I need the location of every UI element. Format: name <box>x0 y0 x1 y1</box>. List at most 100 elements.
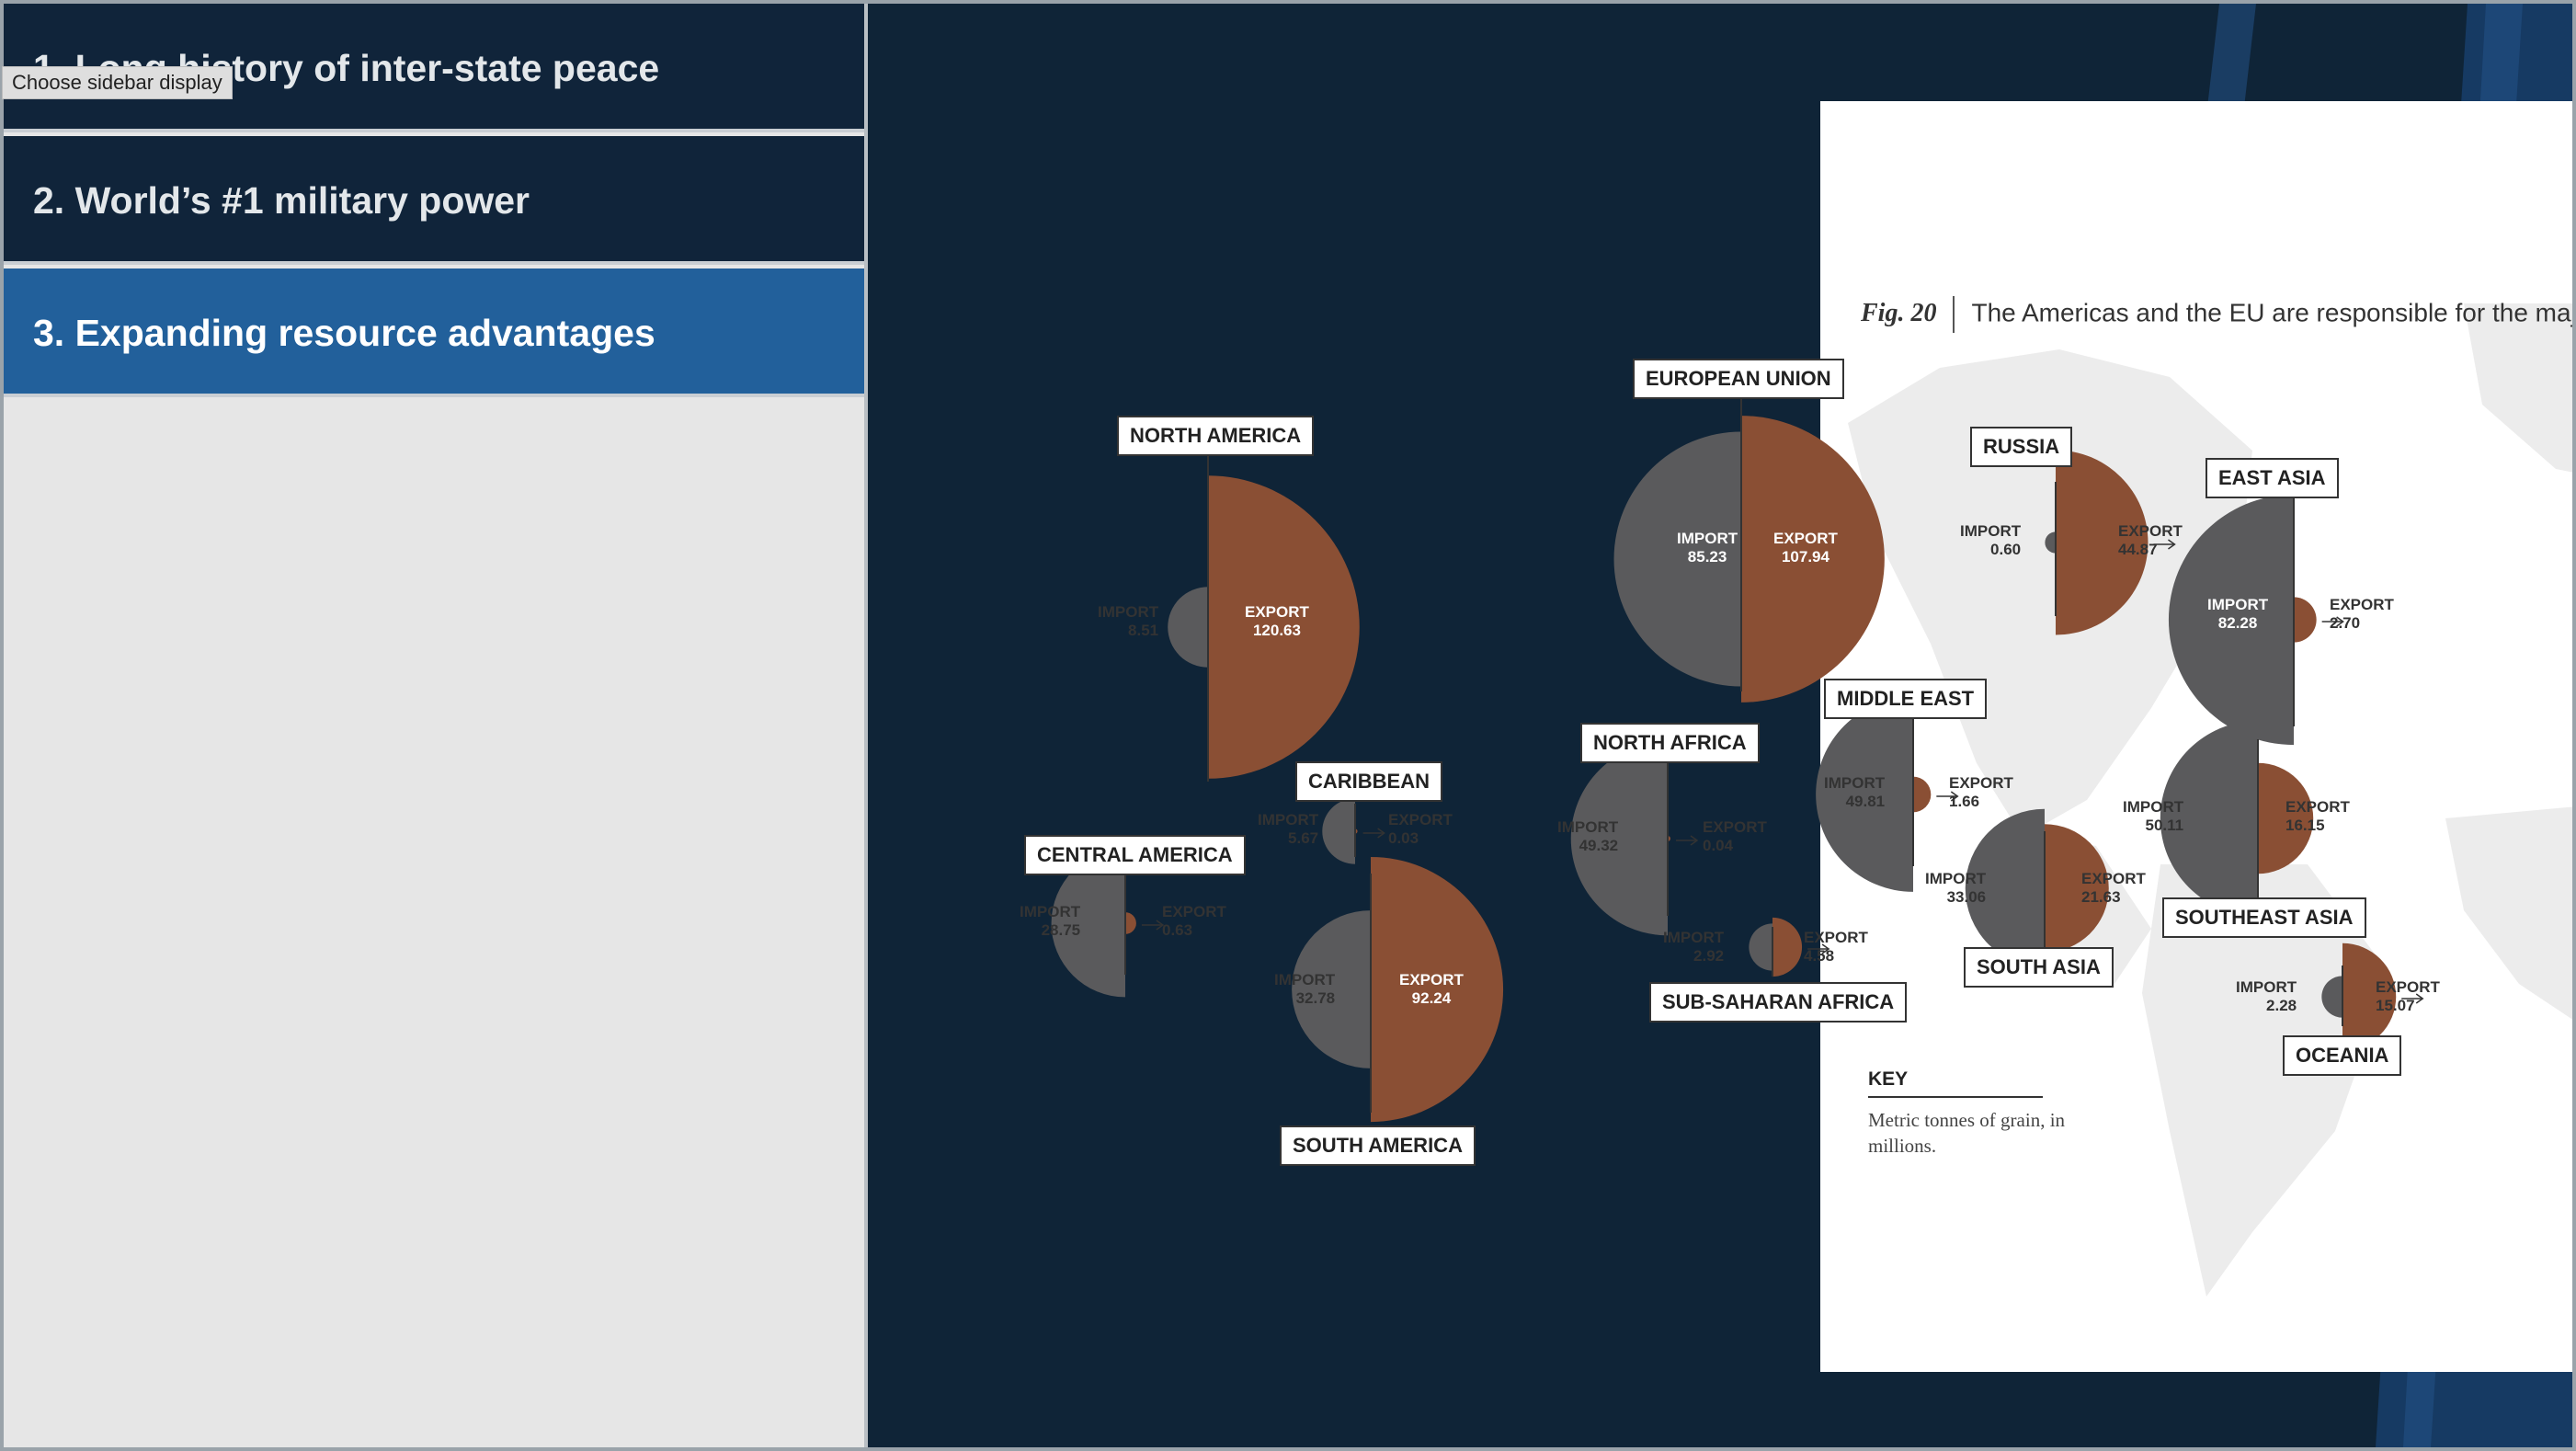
figure-caption: Fig. 20 The Americas and the EU are respo… <box>1861 296 2572 333</box>
oceania-import-label: IMPORT <box>2236 978 2297 996</box>
oceania-import-value: 2.28 <box>2266 997 2297 1014</box>
sidebar-item-resource-advantages[interactable]: 3. Expanding resource advantages <box>4 268 864 397</box>
south-america-land <box>2142 864 2390 1297</box>
south-america-export-half <box>1371 856 1504 1123</box>
middle-east-export-half <box>1913 776 1932 813</box>
south-america-import-label: IMPORT <box>1274 971 1336 988</box>
south-asia-import-label: IMPORT <box>1925 870 1987 887</box>
figure-number: Fig. 20 <box>1861 299 1937 328</box>
east-asia-import: IMPORT 82.28 <box>2207 596 2268 633</box>
sub-saharan-africa-export-label: EXPORT <box>1804 929 1868 946</box>
north-africa-export-label: EXPORT <box>1703 818 1767 836</box>
sub-saharan-africa-export-arrow-head <box>1821 943 1830 954</box>
south-america-import-half <box>1292 910 1371 1068</box>
south-asia-import-value: 33.06 <box>1946 888 1987 906</box>
russia-import-half <box>2045 531 2056 554</box>
south-asia-import: IMPORT 33.06 <box>1925 870 1986 907</box>
southeast-asia-label: SOUTHEAST ASIA <box>2162 897 2366 938</box>
east-asia-label: EAST ASIA <box>2206 458 2339 498</box>
north-america-label: NORTH AMERICA <box>1117 416 1315 456</box>
north-america-import-label: IMPORT <box>1098 603 1159 621</box>
sub-saharan-africa-export-value: 4.58 <box>1804 947 1835 965</box>
north-america-export-half <box>1208 475 1360 779</box>
central-america-export-half <box>1125 912 1136 934</box>
south-asia-export-label: EXPORT <box>2081 870 2146 887</box>
central-america-import: IMPORT 28.75 <box>1020 903 1080 940</box>
east-asia-import-label: IMPORT <box>2207 596 2269 613</box>
north-africa-export: EXPORT 0.04 <box>1703 818 1767 855</box>
north-america-import-half <box>1168 587 1208 668</box>
figure-card <box>1820 101 2572 1372</box>
european-union-export: EXPORT 107.94 <box>1773 530 1838 566</box>
south-asia-import-half <box>1965 808 2045 968</box>
middle-east-import-value: 49.81 <box>1845 793 1886 810</box>
africa-land <box>2445 806 2572 1020</box>
southeast-asia-import: IMPORT 50.11 <box>2123 798 2183 835</box>
east-asia-import-value: 82.28 <box>2217 614 2258 632</box>
southeast-asia-export-label: EXPORT <box>2285 798 2350 816</box>
central-america-import-value: 28.75 <box>1041 921 1081 939</box>
middle-east-export-label: EXPORT <box>1949 774 2013 792</box>
caribbean-export-value: 0.03 <box>1388 829 1419 847</box>
european-union-import: IMPORT 85.23 <box>1677 530 1738 566</box>
central-america-export-value: 0.63 <box>1162 921 1193 939</box>
southeast-asia-import-half <box>2160 720 2258 917</box>
russia-label: RUSSIA <box>1970 427 2073 467</box>
middle-east-import: IMPORT 49.81 <box>1824 774 1885 811</box>
north-africa-label: NORTH AFRICA <box>1580 723 1760 763</box>
north-america-land <box>1848 349 2252 837</box>
sub-saharan-africa-import-value: 2.92 <box>1693 947 1725 965</box>
sub-saharan-africa-label: SUB-SAHARAN AFRICA <box>1649 982 1908 1023</box>
middle-east-import-label: IMPORT <box>1824 774 1886 792</box>
east-asia-import-half <box>2168 494 2294 746</box>
east-asia-export-value: 2.70 <box>2330 614 2361 632</box>
caption-divider <box>1953 296 1955 333</box>
middle-east-label: MIDDLE EAST <box>1824 679 1988 719</box>
sidebar-item-military-power[interactable]: 2. World’s #1 military power <box>4 136 864 265</box>
sub-saharan-africa-import-half <box>1749 923 1772 971</box>
southeast-asia-import-value: 50.11 <box>2145 817 2184 834</box>
russia-export: EXPORT 44.87 <box>2118 522 2183 559</box>
russia-import: IMPORT 0.60 <box>1960 522 2021 559</box>
north-africa-import-half <box>1570 741 1668 936</box>
oceania-import-half <box>2321 976 2342 1018</box>
european-union-export-half <box>1741 416 1885 703</box>
middle-east-export-arrow-head <box>1950 791 1959 802</box>
oceania-import: IMPORT 2.28 <box>2236 978 2297 1015</box>
middle-east-import-half <box>1816 697 1913 892</box>
russia-export-arrow-head <box>2168 539 2176 550</box>
european-union-export-label: EXPORT <box>1773 530 1838 547</box>
caribbean-import: IMPORT 5.67 <box>1258 811 1318 848</box>
south-asia-export: EXPORT 21.63 <box>2081 870 2146 907</box>
oceania-export-arrow-head <box>2415 993 2424 1004</box>
south-america-export: EXPORT 92.24 <box>1399 971 1464 1008</box>
caribbean-import-label: IMPORT <box>1258 811 1319 828</box>
south-asia-export-half <box>2045 824 2109 953</box>
central-america-label: CENTRAL AMERICA <box>1024 835 1246 875</box>
southeast-asia-export-half <box>2258 762 2314 874</box>
europe-land <box>2464 303 2572 473</box>
south-america-import: IMPORT 32.78 <box>1274 971 1335 1008</box>
caribbean-export: EXPORT 0.03 <box>1388 811 1453 848</box>
sidebar-display-tooltip: Choose sidebar display <box>2 66 233 99</box>
middle-east-export-value: 1.66 <box>1949 793 1980 810</box>
central-america-export-arrow-head <box>1156 920 1165 931</box>
sub-saharan-africa-export-half <box>1772 917 1803 977</box>
slide-stage: Fig. 20 The Americas and the EU are respo… <box>868 4 2572 1447</box>
european-union-export-value: 107.94 <box>1781 548 1829 566</box>
north-america-export-value: 120.63 <box>1252 622 1301 639</box>
russia-export-label: EXPORT <box>2118 522 2183 540</box>
north-africa-import: IMPORT 49.32 <box>1557 818 1618 855</box>
caribbean-export-arrow-head <box>1377 828 1385 839</box>
russia-export-value: 44.87 <box>2118 541 2158 558</box>
european-union-import-half <box>1613 431 1741 687</box>
southeast-asia-import-label: IMPORT <box>2123 798 2184 816</box>
oceania-export-half <box>2342 943 2397 1051</box>
central-america-import-half <box>1051 849 1125 998</box>
oceania-export-label: EXPORT <box>2376 978 2440 996</box>
caribbean-import-half <box>1322 798 1355 864</box>
oceania-export: EXPORT 15.07 <box>2376 978 2440 1015</box>
sub-saharan-africa-import: IMPORT 2.92 <box>1663 929 1724 965</box>
oceania-label: OCEANIA <box>2283 1035 2402 1076</box>
south-asia-export-value: 21.63 <box>2081 888 2121 906</box>
